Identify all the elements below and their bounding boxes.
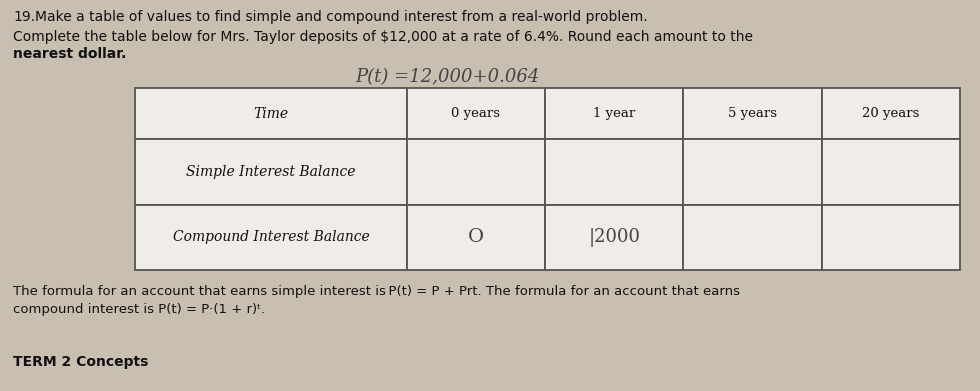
Text: P(t) =12,000+0.064: P(t) =12,000+0.064 xyxy=(355,68,539,86)
Bar xyxy=(407,139,545,204)
Bar xyxy=(821,204,960,270)
Text: 5 years: 5 years xyxy=(728,107,777,120)
Text: O: O xyxy=(467,228,484,246)
Bar xyxy=(135,88,407,139)
Bar xyxy=(545,204,683,270)
Bar xyxy=(135,204,407,270)
Bar xyxy=(683,139,821,204)
Bar xyxy=(683,204,821,270)
Text: The formula for an account that earns simple interest is P(t) = P + Prt. The for: The formula for an account that earns si… xyxy=(13,285,740,298)
Text: nearest dollar.: nearest dollar. xyxy=(13,47,126,61)
Text: 1 year: 1 year xyxy=(593,107,635,120)
Text: compound interest is P(t) = P·(1 + r)ᵗ.: compound interest is P(t) = P·(1 + r)ᵗ. xyxy=(13,303,266,316)
Bar xyxy=(135,139,407,204)
Bar xyxy=(821,88,960,139)
Text: TERM 2 Concepts: TERM 2 Concepts xyxy=(13,355,148,369)
Text: Make a table of values to find simple and compound interest from a real-world pr: Make a table of values to find simple an… xyxy=(35,10,648,24)
Text: Complete the table below for Mrs. Taylor deposits of $12,000 at a rate of 6.4%. : Complete the table below for Mrs. Taylor… xyxy=(13,30,753,44)
Text: 0 years: 0 years xyxy=(452,107,501,120)
Bar xyxy=(821,139,960,204)
Text: Compound Interest Balance: Compound Interest Balance xyxy=(172,230,369,244)
Bar xyxy=(545,139,683,204)
Text: |2000: |2000 xyxy=(588,228,640,247)
Text: Time: Time xyxy=(254,107,288,121)
Bar xyxy=(683,88,821,139)
Text: 19.: 19. xyxy=(13,10,35,24)
Bar xyxy=(407,88,545,139)
Bar xyxy=(545,88,683,139)
Text: 20 years: 20 years xyxy=(862,107,919,120)
Text: Simple Interest Balance: Simple Interest Balance xyxy=(186,165,356,179)
Bar xyxy=(407,204,545,270)
